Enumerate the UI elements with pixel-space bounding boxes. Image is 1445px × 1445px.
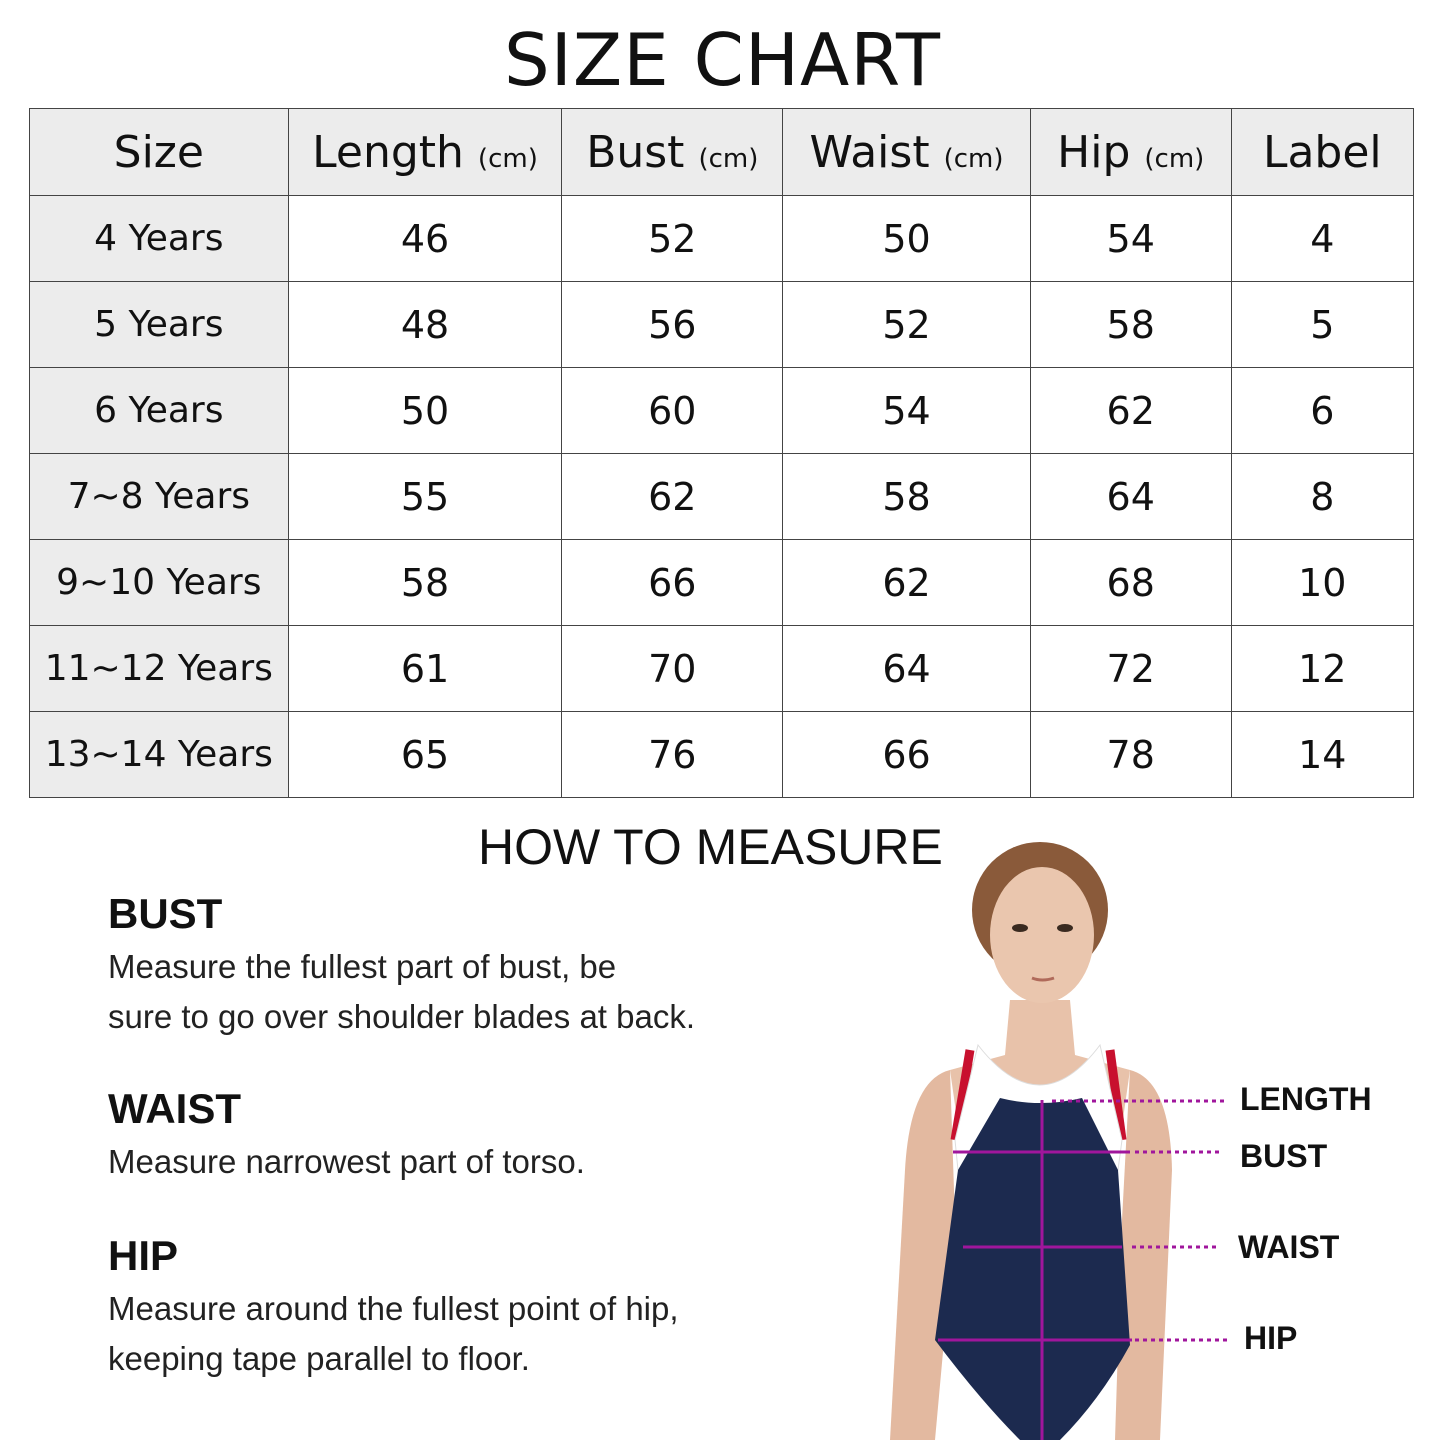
- hip-heading: HIP: [108, 1232, 179, 1279]
- column-header-label: Bust: [586, 126, 685, 178]
- table-row: 9~10 Years 58 66 62 68 10: [29, 539, 1415, 626]
- page-title: SIZE CHART: [503, 18, 942, 102]
- figure-label-hip: HIP: [1244, 1320, 1298, 1356]
- value-cell: 58: [782, 453, 1031, 540]
- bust-text-1: Measure the fullest part of bust, be: [108, 948, 617, 985]
- value-cell: 64: [782, 625, 1031, 712]
- how-to-measure-title: HOW TO MEASURE: [478, 819, 943, 875]
- value-cell: 58: [287, 539, 563, 626]
- column-unit: (cm): [698, 143, 759, 174]
- value-cell: 66: [782, 711, 1031, 798]
- column-header-label: Length: [312, 126, 464, 178]
- figure-label-waist: WAIST: [1238, 1229, 1340, 1265]
- model-illustration: [890, 842, 1230, 1440]
- size-cell: 9~10 Years: [29, 539, 289, 626]
- column-header-label: Waist: [809, 126, 930, 178]
- figure-label-length: LENGTH: [1240, 1081, 1372, 1117]
- value-cell: 4: [1230, 195, 1415, 282]
- value-cell: 78: [1029, 711, 1232, 798]
- value-cell: 52: [561, 195, 784, 282]
- value-cell: 58: [1029, 281, 1232, 368]
- value-cell: 6: [1230, 367, 1415, 454]
- column-header-label: Hip: [1057, 126, 1131, 178]
- size-cell: 13~14 Years: [29, 711, 289, 798]
- hip-section: HIP Measure around the fullest point of …: [108, 1232, 679, 1384]
- hip-text-1: Measure around the fullest point of hip,: [108, 1290, 679, 1327]
- value-cell: 68: [1029, 539, 1232, 626]
- column-header-size: Size: [29, 108, 289, 196]
- column-header-label: Label: [1230, 108, 1415, 196]
- bust-heading: BUST: [108, 890, 223, 937]
- column-header-bust: Bust (cm): [561, 108, 784, 196]
- column-header-waist: Waist (cm): [782, 108, 1031, 196]
- value-cell: 50: [287, 367, 563, 454]
- value-cell: 60: [561, 367, 784, 454]
- value-cell: 64: [1029, 453, 1232, 540]
- value-cell: 54: [782, 367, 1031, 454]
- waist-section: WAIST Measure narrowest part of torso.: [108, 1085, 585, 1187]
- column-unit: (cm): [477, 143, 538, 174]
- waist-text: Measure narrowest part of torso.: [108, 1143, 585, 1180]
- size-cell: 7~8 Years: [29, 453, 289, 540]
- value-cell: 70: [561, 625, 784, 712]
- value-cell: 54: [1029, 195, 1232, 282]
- value-cell: 62: [782, 539, 1031, 626]
- bust-text-2: sure to go over shoulder blades at back.: [108, 998, 696, 1035]
- value-cell: 62: [561, 453, 784, 540]
- hip-text-2: keeping tape parallel to floor.: [108, 1340, 530, 1377]
- column-unit: (cm): [1144, 143, 1205, 174]
- table-row: 7~8 Years 55 62 58 64 8: [29, 453, 1415, 540]
- size-cell: 6 Years: [29, 367, 289, 454]
- value-cell: 61: [287, 625, 563, 712]
- value-cell: 12: [1230, 625, 1415, 712]
- column-header-length: Length (cm): [287, 108, 563, 196]
- column-header-label: Label: [1262, 126, 1382, 178]
- size-cell: 5 Years: [29, 281, 289, 368]
- value-cell: 66: [561, 539, 784, 626]
- column-header-hip: Hip (cm): [1029, 108, 1232, 196]
- value-cell: 8: [1230, 453, 1415, 540]
- value-cell: 48: [287, 281, 563, 368]
- value-cell: 55: [287, 453, 563, 540]
- table-header-row: Size Length (cm) Bust (cm) Waist (cm) Hip (c…: [29, 108, 1415, 196]
- value-cell: 76: [561, 711, 784, 798]
- value-cell: 5: [1230, 281, 1415, 368]
- size-table: Size Length (cm) Bust (cm) Waist (cm) Hip (c…: [29, 108, 1415, 798]
- size-cell: 4 Years: [29, 195, 289, 282]
- table-row: 11~12 Years 61 70 64 72 12: [29, 625, 1415, 712]
- value-cell: 62: [1029, 367, 1232, 454]
- value-cell: 14: [1230, 711, 1415, 798]
- bust-section: BUST Measure the fullest part of bust, b…: [108, 890, 695, 1042]
- column-unit: (cm): [943, 143, 1004, 174]
- value-cell: 65: [287, 711, 563, 798]
- value-cell: 50: [782, 195, 1031, 282]
- size-cell: 11~12 Years: [29, 625, 289, 712]
- column-header-label: Size: [113, 126, 204, 178]
- table-row: 4 Years 46 52 50 54 4: [29, 195, 1415, 282]
- waist-heading: WAIST: [108, 1085, 241, 1132]
- table-row: 5 Years 48 56 52 58 5: [29, 281, 1415, 368]
- figure-label-bust: BUST: [1240, 1138, 1328, 1174]
- value-cell: 52: [782, 281, 1031, 368]
- table-row: 6 Years 50 60 54 62 6: [29, 367, 1415, 454]
- table-row: 13~14 Years 65 76 66 78 14: [29, 711, 1415, 798]
- value-cell: 72: [1029, 625, 1232, 712]
- value-cell: 46: [287, 195, 563, 282]
- value-cell: 10: [1230, 539, 1415, 626]
- value-cell: 56: [561, 281, 784, 368]
